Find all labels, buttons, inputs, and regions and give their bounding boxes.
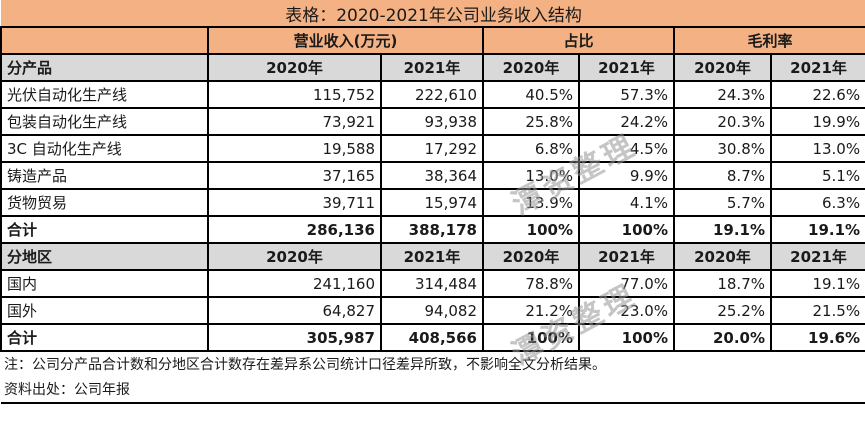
revenue-2021: 93,938: [380, 107, 484, 136]
row-label: 国内: [0, 269, 209, 298]
revenue-2020: 286,136: [207, 215, 382, 244]
year-header: 2021年: [380, 53, 484, 82]
revenue-2021: 314,484: [380, 269, 484, 298]
share-2020: 13.9%: [482, 188, 580, 217]
table-row: 货物贸易 39,711 15,974 13.9% 4.1% 5.7% 6.3%: [0, 188, 865, 217]
revenue-2020: 19,588: [207, 134, 382, 163]
share-2021: 9.9%: [578, 161, 675, 190]
share-2021: 57.3%: [578, 80, 675, 109]
revenue-2020: 115,752: [207, 80, 382, 109]
row-label: 货物贸易: [0, 188, 209, 217]
total-row-region: 合计 305,987 408,566 100% 100% 20.0% 19.6%: [0, 323, 865, 352]
revenue-2020: 305,987: [207, 323, 382, 352]
revenue-2020: 64,827: [207, 296, 382, 325]
share-2020: 100%: [482, 323, 580, 352]
revenue-2021: 15,974: [380, 188, 484, 217]
table-row: 光伏自动化生产线 115,752 222,610 40.5% 57.3% 24.…: [0, 80, 865, 109]
revenue-2021: 388,178: [380, 215, 484, 244]
share-2020: 100%: [482, 215, 580, 244]
row-label: 合计: [0, 323, 209, 352]
gross-margin-2020: 25.2%: [673, 296, 772, 325]
row-label: 铸造产品: [0, 161, 209, 190]
gross-margin-2021: 19.1%: [769, 215, 865, 244]
share-2020: 25.8%: [482, 107, 580, 136]
year-header: 2020年: [673, 53, 772, 82]
year-header: 2020年: [207, 242, 382, 271]
revenue-2021: 38,364: [380, 161, 484, 190]
revenue-2020: 73,921: [207, 107, 382, 136]
year-header: 2021年: [578, 242, 675, 271]
footnote: 注：公司分产品合计数和分地区合计数存在差异系公司统计口径差异所致，不影响全文分析…: [1, 350, 865, 376]
gross-margin-2021: 19.6%: [769, 323, 865, 352]
revenue-2020: 241,160: [207, 269, 382, 298]
table-row: 包装自动化生产线 73,921 93,938 25.8% 24.2% 20.3%…: [0, 107, 865, 136]
year-header: 2021年: [380, 242, 484, 271]
revenue-2021: 94,082: [380, 296, 484, 325]
section-label-product: 分产品: [0, 53, 209, 82]
table-row: 国外 64,827 94,082 21.2% 23.0% 25.2% 21.5%: [0, 296, 865, 325]
gross-margin-2021: 21.5%: [769, 296, 865, 325]
share-2021: 24.2%: [578, 107, 675, 136]
header-gross-margin: 毛利率: [672, 26, 865, 55]
table-row: 国内 241,160 314,484 78.8% 77.0% 18.7% 19.…: [0, 269, 865, 298]
gross-margin-2020: 18.7%: [673, 269, 772, 298]
table-title: 表格：2020-2021年公司业务收入结构: [1, 0, 865, 28]
row-label: 光伏自动化生产线: [0, 80, 209, 109]
header-share: 占比: [482, 26, 675, 55]
revenue-2021: 222,610: [380, 80, 484, 109]
gross-margin-2020: 24.3%: [673, 80, 772, 109]
year-header: 2020年: [482, 53, 580, 82]
share-2020: 13.0%: [482, 161, 580, 190]
table-row: 3C 自动化生产线 19,588 17,292 6.8% 4.5% 30.8% …: [0, 134, 865, 163]
share-2021: 100%: [578, 323, 675, 352]
share-2021: 23.0%: [578, 296, 675, 325]
share-2021: 4.5%: [578, 134, 675, 163]
share-2020: 21.2%: [482, 296, 580, 325]
share-2021: 100%: [578, 215, 675, 244]
gross-margin-2020: 20.3%: [673, 107, 772, 136]
gross-margin-2021: 13.0%: [769, 134, 865, 163]
gross-margin-2021: 22.6%: [769, 80, 865, 109]
gross-margin-2020: 30.8%: [673, 134, 772, 163]
header-blank: [0, 26, 209, 55]
gross-margin-2021: 6.3%: [769, 188, 865, 217]
revenue-2021: 408,566: [380, 323, 484, 352]
section-label-region: 分地区: [0, 242, 209, 271]
share-2021: 77.0%: [578, 269, 675, 298]
year-header: 2021年: [578, 53, 675, 82]
revenue-structure-table: 表格：2020-2021年公司业务收入结构 营业收入(万元) 占比 毛利率 分产…: [0, 0, 865, 404]
gross-margin-2020: 5.7%: [673, 188, 772, 217]
revenue-2020: 39,711: [207, 188, 382, 217]
year-header: 2020年: [673, 242, 772, 271]
gross-margin-2020: 19.1%: [673, 215, 772, 244]
share-2020: 78.8%: [482, 269, 580, 298]
gross-margin-2021: 19.9%: [769, 107, 865, 136]
row-label: 3C 自动化生产线: [0, 134, 209, 163]
row-label: 国外: [0, 296, 209, 325]
year-header: 2021年: [769, 242, 865, 271]
table-row: 铸造产品 37,165 38,364 13.0% 9.9% 8.7% 5.1%: [0, 161, 865, 190]
year-header: 2020年: [482, 242, 580, 271]
share-2020: 40.5%: [482, 80, 580, 109]
row-label: 包装自动化生产线: [0, 107, 209, 136]
year-header: 2021年: [769, 53, 865, 82]
share-2020: 6.8%: [482, 134, 580, 163]
header-revenue: 营业收入(万元): [207, 26, 484, 55]
gross-margin-2021: 5.1%: [769, 161, 865, 190]
total-row-product: 合计 286,136 388,178 100% 100% 19.1% 19.1%: [0, 215, 865, 244]
gross-margin-2020: 8.7%: [673, 161, 772, 190]
share-2021: 4.1%: [578, 188, 675, 217]
row-label: 合计: [0, 215, 209, 244]
year-header: 2020年: [207, 53, 382, 82]
gross-margin-2020: 20.0%: [673, 323, 772, 352]
revenue-2020: 37,165: [207, 161, 382, 190]
source-note: 资料出处：公司年报: [1, 376, 865, 404]
revenue-2021: 17,292: [380, 134, 484, 163]
gross-margin-2021: 19.1%: [769, 269, 865, 298]
